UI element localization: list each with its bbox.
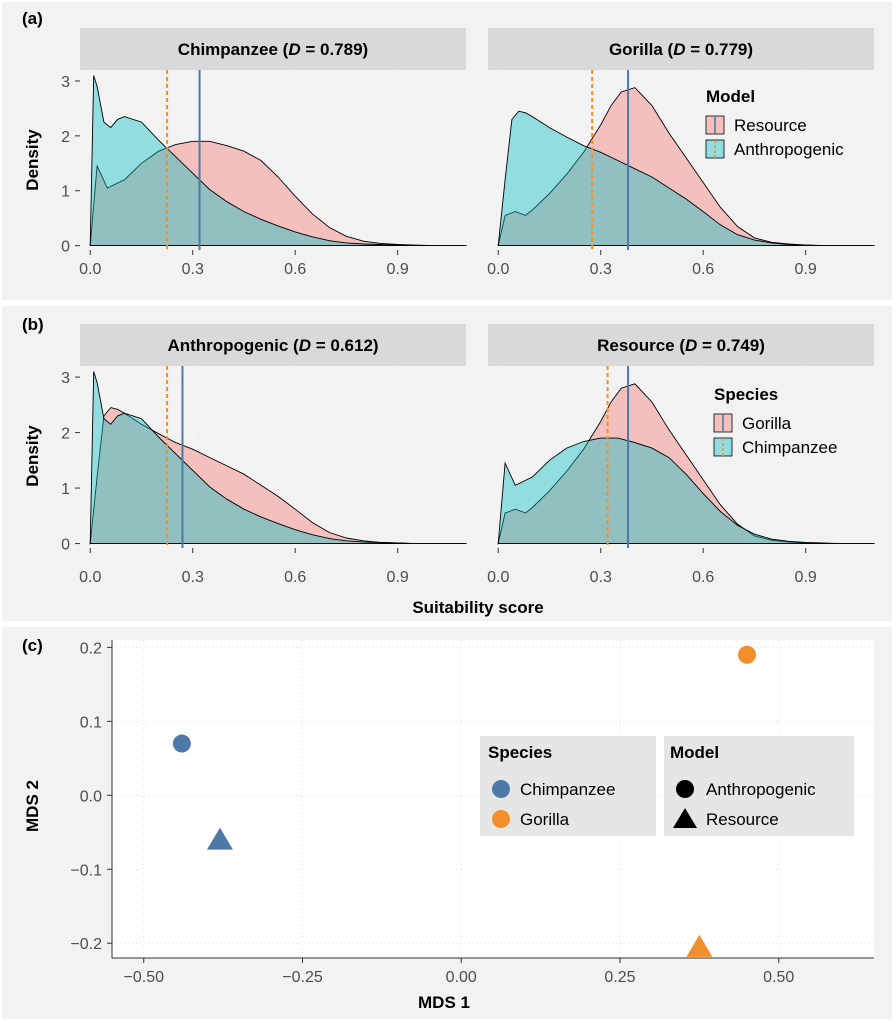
legend-entry-gorilla: Gorilla (742, 414, 792, 433)
facet-strip-title: Gorilla (D = 0.779) (609, 40, 753, 59)
facet-plot-area (488, 366, 874, 548)
point-gorilla-resource (686, 934, 713, 957)
legend-key-gorilla-point (492, 810, 510, 828)
legend-entry-chimpanzee: Chimpanzee (742, 438, 837, 457)
y-tick-label: 3 (61, 74, 70, 91)
y-tick-label: −0.1 (70, 862, 102, 879)
point-chimpanzee-resource (206, 827, 233, 850)
facet-strip (80, 28, 466, 70)
x-tick-label: −0.50 (124, 969, 165, 986)
facet-a-gorilla: Gorilla (D = 0.779) 0.0 0.3 0.6 0.9 (487, 28, 875, 278)
y-tick-label: 0.1 (80, 714, 102, 731)
legend-species-c-title: Species (488, 743, 552, 762)
facet-strip (80, 324, 466, 366)
legend-key-anthropogenic-shape (676, 780, 694, 798)
x-tick-label: 0.00 (446, 969, 477, 986)
point-chimpanzee-anthropogenic (172, 734, 191, 753)
x-tick-label: 0.0 (79, 569, 101, 586)
legend-entry-anthropogenic-c: Anthropogenic (706, 780, 816, 799)
density-chimpanzee (89, 371, 467, 545)
legend-key-gorilla (713, 413, 733, 433)
y-tick-label: 0 (61, 537, 70, 554)
density-chimpanzee (497, 437, 875, 545)
x-tick-label: 0.6 (692, 261, 714, 278)
facet-plot-area (80, 366, 466, 548)
x-tick-label: 0.0 (487, 261, 509, 278)
point-gorilla-anthropogenic (738, 645, 756, 664)
facet-strip-title: Resource (D = 0.749) (597, 336, 765, 355)
legend-entry-anthropogenic: Anthropogenic (734, 140, 844, 159)
x-tick-label: 0.0 (79, 261, 101, 278)
panel-b-xlabel: Suitability score (412, 598, 543, 617)
x-tick-label: 0.50 (763, 969, 794, 986)
legend-model-a: Model Resource Anthropogenic (705, 87, 844, 159)
x-tick-label: 0.0 (487, 569, 509, 586)
x-tick-label: 0.3 (182, 569, 204, 586)
x-tick-label: −0.25 (282, 969, 323, 986)
y-tick-label: 1 (61, 184, 70, 201)
facet-strip-title: Anthropogenic (D = 0.612) (167, 336, 378, 355)
y-tick-label: 0.0 (80, 788, 102, 805)
y-tick-label: 3 (61, 370, 70, 387)
legend-entry-gorilla-c: Gorilla (520, 810, 570, 829)
legend-species-b-title: Species (714, 385, 778, 404)
y-tick-label: 2 (61, 426, 70, 443)
facet-plot-area (488, 70, 874, 250)
x-tick-label: 0.25 (604, 969, 635, 986)
legend-model-c-title: Model (670, 743, 719, 762)
y-tick-label: 1 (61, 481, 70, 498)
x-tick-label: 0.9 (795, 261, 817, 278)
x-tick-label: 0.9 (795, 569, 817, 586)
facet-a-chimpanzee: Chimpanzee (D = 0.789) 0.0 0.3 0.6 0.9 0 1 2 3 (61, 28, 467, 278)
density-anthropogenic (89, 75, 467, 247)
legend-key-resource (705, 115, 725, 135)
x-tick-label: 0.3 (182, 261, 204, 278)
legend-entry-chimpanzee-c: Chimpanzee (520, 780, 615, 799)
facet-strip-title: Chimpanzee (D = 0.789) (178, 40, 368, 59)
panel-b-ylabel: Density (23, 425, 42, 487)
x-tick-label: 0.6 (284, 569, 306, 586)
facet-plot-area (80, 70, 466, 250)
legend-species-b: Species Gorilla Chimpanzee (713, 385, 837, 457)
legend-species-c: Species Chimpanzee Gorilla (480, 736, 656, 836)
panel-b-label: (b) (22, 315, 44, 334)
x-tick-label: 0.3 (590, 261, 612, 278)
legend-key-anthropogenic (705, 139, 725, 159)
facet-b-resource: Resource (D = 0.749) 0.0 0.3 0.6 0.9 (487, 324, 875, 586)
x-tick-label: 0.6 (284, 261, 306, 278)
panel-a-label: (a) (22, 9, 43, 28)
facet-strip (488, 28, 874, 70)
legend-entry-resource-c: Resource (706, 810, 779, 829)
legend-key-chimpanzee-point (492, 780, 510, 798)
panel-a-ylabel: Density (23, 129, 42, 191)
legend-key-resource-shape (673, 808, 697, 828)
legend-model-c: Model Anthropogenic Resource (664, 736, 854, 836)
panel-c-ylabel: MDS 2 (23, 780, 42, 832)
facet-strip (488, 324, 874, 366)
x-tick-label: 0.6 (692, 569, 714, 586)
y-tick-label: −0.2 (70, 936, 102, 953)
y-tick-label: 0.2 (80, 640, 102, 657)
x-tick-label: 0.9 (387, 261, 409, 278)
y-tick-label: 0 (61, 239, 70, 256)
legend-entry-resource: Resource (734, 116, 807, 135)
x-tick-label: 0.3 (590, 569, 612, 586)
y-tick-label: 2 (61, 129, 70, 146)
legend-key-chimpanzee (713, 437, 733, 457)
panel-c-xlabel: MDS 1 (418, 993, 470, 1012)
facet-b-anthropogenic: Anthropogenic (D = 0.612) 0.0 0.3 0.6 0.9 0 1 2… (61, 324, 467, 586)
panel-c-label: (c) (22, 636, 43, 655)
x-tick-label: 0.9 (387, 569, 409, 586)
legend-model-a-title: Model (706, 87, 755, 106)
